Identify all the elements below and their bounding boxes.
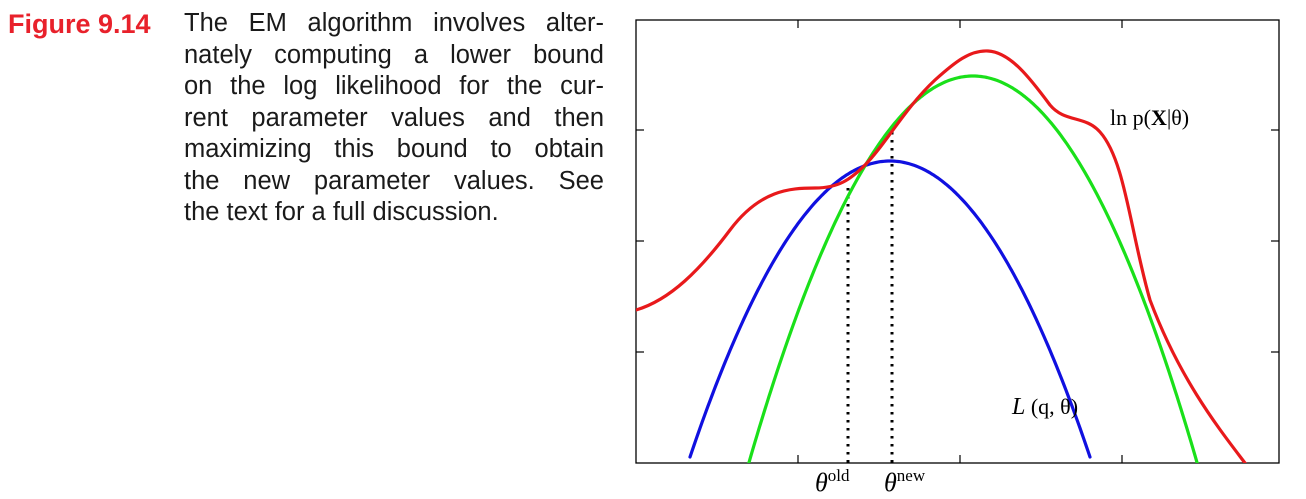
log-likelihood-label: ln p(X|θ)	[1110, 105, 1189, 130]
log-likelihood-curve	[636, 49, 1247, 463]
theta-old-label: θold	[815, 466, 850, 497]
lower-bound-new-curve	[747, 74, 1199, 463]
caption-line: The EM algorithm involves alter-	[184, 9, 604, 37]
caption-line: on the log likelihood for the cur-	[184, 72, 604, 100]
lower-bound-label: L (q, θ)	[1011, 394, 1078, 420]
axis-ticks	[636, 20, 1279, 463]
figure-label: Figure 9.14	[8, 9, 151, 39]
caption-line: rent parameter values and then	[184, 103, 604, 132]
caption-line: maximizing this bound to obtain	[184, 135, 604, 163]
caption-text: The EM algorithm involves alter- nately …	[184, 8, 604, 229]
caption-line: the new parameter values. See	[184, 166, 604, 195]
caption-line: nately computing a lower bound	[184, 40, 604, 69]
lower-bound-old-curve	[688, 159, 1092, 459]
caption-line: the text for a full discussion.	[184, 198, 499, 226]
plot-frame	[635, 19, 1280, 464]
theta-new-label: θnew	[884, 466, 926, 497]
